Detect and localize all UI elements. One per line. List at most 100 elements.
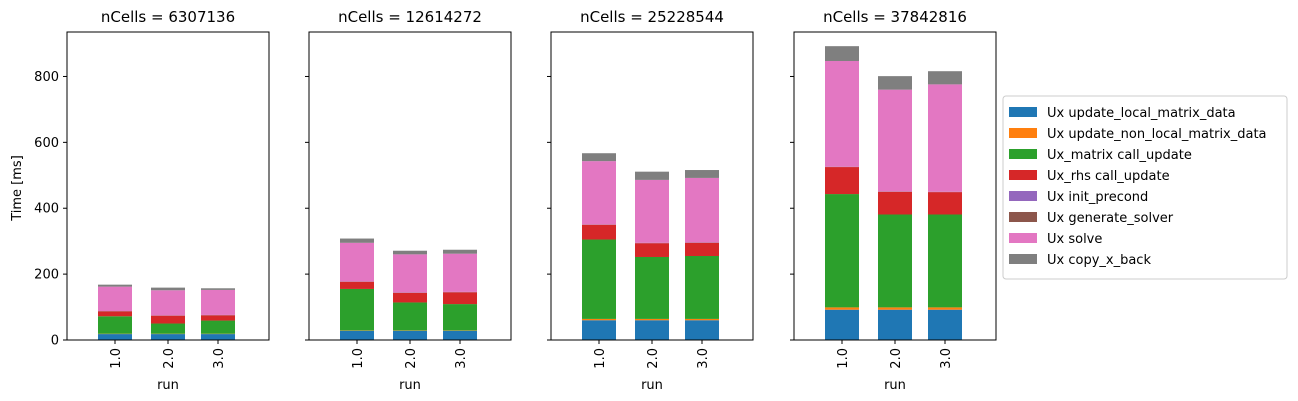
bar-segment (582, 224, 616, 240)
y-tick-label: 400 (34, 202, 59, 217)
x-tick-label: 3.0 (454, 348, 469, 369)
bar-segment (201, 288, 235, 290)
x-tick-label: 1.0 (836, 348, 851, 369)
bar-segment (582, 153, 616, 162)
bar-segment (443, 330, 477, 340)
bar-segment (151, 323, 185, 334)
bar-segment (685, 177, 719, 243)
bar-segment (98, 316, 132, 334)
bar-segment (443, 253, 477, 292)
bar-segment (201, 320, 235, 334)
x-axis-label: run (399, 378, 421, 393)
axes-frame (308, 31, 512, 341)
x-tick-label: 1.0 (109, 348, 124, 369)
bar-segment (635, 171, 669, 180)
x-tick-label: 1.0 (593, 348, 608, 369)
y-tick-label: 0 (51, 334, 59, 349)
legend-box (1002, 95, 1288, 280)
y-tick-label: 800 (34, 70, 59, 85)
bar-segment (340, 330, 374, 340)
bar-segment (98, 334, 132, 340)
x-tick-label: 1.0 (351, 348, 366, 369)
bar-segment (151, 315, 185, 324)
axes-frame (66, 31, 270, 341)
legend-label: Ux_rhs call_update (1047, 169, 1170, 184)
bar-segment (201, 315, 235, 321)
bar-segment (98, 284, 132, 287)
bar-segment (928, 309, 962, 340)
bar-segment (393, 302, 427, 331)
axes-frame (793, 31, 997, 341)
x-tick-label: 2.0 (889, 348, 904, 369)
legend: Ux update_local_matrix_data Ux update_non… (1002, 95, 1288, 280)
legend-swatch (1009, 254, 1037, 264)
bar-segment (635, 256, 669, 319)
panel-1: nCells = 6307136 1.0 2.0 3.0 0 200 400 600 800 ru… (34, 8, 270, 393)
legend-label: Ux update_local_matrix_data (1047, 106, 1236, 121)
legend-label: Ux init_precond (1047, 190, 1148, 205)
bar-segment (393, 250, 427, 255)
bar-segment (635, 320, 669, 340)
x-tick-label: 2.0 (404, 348, 419, 369)
panel-title: nCells = 12614272 (338, 8, 482, 26)
bar-segment (635, 243, 669, 257)
bar-segment (393, 292, 427, 303)
legend-swatch (1009, 170, 1037, 180)
legend-swatch (1009, 233, 1037, 243)
x-tick-label: 3.0 (696, 348, 711, 369)
x-axis-label: run (157, 378, 179, 393)
bar-segment (825, 309, 859, 340)
bar-segment (928, 192, 962, 215)
legend-swatch (1009, 191, 1037, 201)
bar-segment (825, 307, 859, 310)
bar-segment (878, 214, 912, 308)
bar-segment (340, 242, 374, 282)
bar-segment (98, 311, 132, 317)
legend-swatch (1009, 149, 1037, 159)
bar-segment (443, 292, 477, 305)
bar-segment (878, 307, 912, 310)
bar-segment (825, 167, 859, 195)
bar-segment (340, 281, 374, 289)
bar-segment (825, 46, 859, 61)
bar-segment (878, 191, 912, 215)
bar-segment (151, 290, 185, 316)
bar-segment (635, 179, 669, 243)
bar-segment (878, 89, 912, 192)
bar-segment (928, 307, 962, 310)
bar-segment (443, 249, 477, 254)
legend-swatch (1009, 128, 1037, 138)
panel-title: nCells = 6307136 (101, 8, 235, 26)
panel-3: nCells = 25228544 1.0 2.0 3.0 run (547, 8, 754, 393)
panel-title: nCells = 37842816 (823, 8, 967, 26)
bar-segment (685, 318, 719, 321)
y-tick-label: 200 (34, 268, 59, 283)
y-axis-label: Time [ms] (10, 155, 25, 222)
bar-segment (443, 304, 477, 331)
legend-label: Ux update_non_local_matrix_data (1047, 127, 1267, 142)
y-tick-label: 600 (34, 136, 59, 151)
panel-2: nCells = 12614272 1.0 2.0 3.0 run (305, 8, 512, 393)
legend-swatch (1009, 212, 1037, 222)
bar-segment (928, 71, 962, 85)
bar-segment (201, 289, 235, 315)
bar-segment (151, 287, 185, 291)
bar-segment (685, 170, 719, 178)
bar-segment (825, 194, 859, 308)
bar-segment (635, 318, 669, 321)
legend-label: Ux copy_x_back (1047, 253, 1151, 268)
legend-swatch (1009, 107, 1037, 117)
panel-4: nCells = 37842816 1.0 2.0 3.0 run (790, 8, 997, 393)
bar-segment (582, 161, 616, 225)
legend-label: Ux generate_solver (1047, 211, 1174, 226)
bar-segment (878, 309, 912, 340)
legend-label: Ux_matrix call_update (1047, 148, 1192, 163)
bar-segment (201, 334, 235, 340)
bar-segment (151, 334, 185, 340)
bar-segment (582, 318, 616, 321)
bar-segment (685, 256, 719, 319)
bar-segment (825, 60, 859, 167)
chart-panels: nCells = 6307136 1.0 2.0 3.0 0 200 400 600 800 ru… (34, 8, 997, 393)
x-axis-label: run (641, 378, 663, 393)
